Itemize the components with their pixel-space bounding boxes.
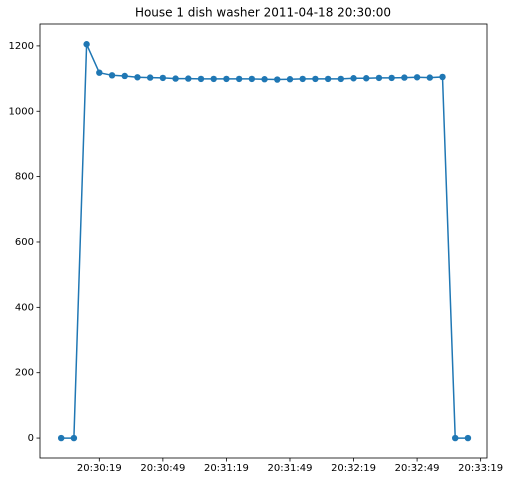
point	[248, 75, 256, 83]
point	[146, 74, 154, 81]
point	[235, 75, 243, 83]
y-tick-label: 200	[15, 368, 34, 379]
y-tick-label: 800	[15, 172, 34, 183]
point	[83, 41, 90, 48]
y-tick-label: 0	[28, 433, 34, 444]
x-tick-label: 20:30:19	[77, 463, 122, 474]
x-tick-label: 20:30:49	[140, 463, 185, 474]
point	[185, 75, 192, 82]
point	[57, 434, 65, 442]
point	[452, 434, 459, 442]
point	[439, 73, 446, 81]
point	[223, 75, 230, 83]
point	[159, 74, 167, 82]
point	[70, 434, 78, 442]
point	[261, 76, 268, 83]
chart-title: House 1 dish washer 2011-04-18 20:30:00	[135, 6, 391, 20]
point	[197, 75, 205, 83]
x-tick-label: 20:32:49	[395, 463, 440, 474]
point	[121, 72, 128, 80]
y-tick-label: 1000	[9, 106, 34, 117]
point	[210, 75, 217, 83]
y-tick-label: 600	[15, 237, 34, 248]
point	[363, 75, 370, 82]
point	[337, 75, 345, 83]
point	[172, 75, 179, 82]
point	[375, 74, 383, 82]
point	[350, 75, 357, 82]
point	[324, 75, 332, 83]
point	[388, 74, 395, 82]
point	[286, 76, 294, 83]
x-tick-label: 20:32:19	[331, 463, 376, 474]
point	[426, 74, 434, 81]
point	[464, 434, 472, 442]
x-tick-label: 20:33:19	[458, 463, 503, 474]
x-tick-label: 20:31:19	[204, 463, 249, 474]
y-tick-label: 400	[15, 302, 34, 313]
point	[274, 76, 281, 83]
point	[96, 69, 103, 76]
point	[413, 74, 421, 81]
point	[401, 74, 408, 81]
axes-frame	[39, 23, 488, 459]
point	[312, 75, 319, 83]
point	[108, 72, 116, 79]
x-tick-label: 20:31:49	[268, 463, 313, 474]
point	[299, 75, 306, 83]
y-tick-label: 1200	[9, 41, 34, 52]
point	[134, 74, 141, 81]
